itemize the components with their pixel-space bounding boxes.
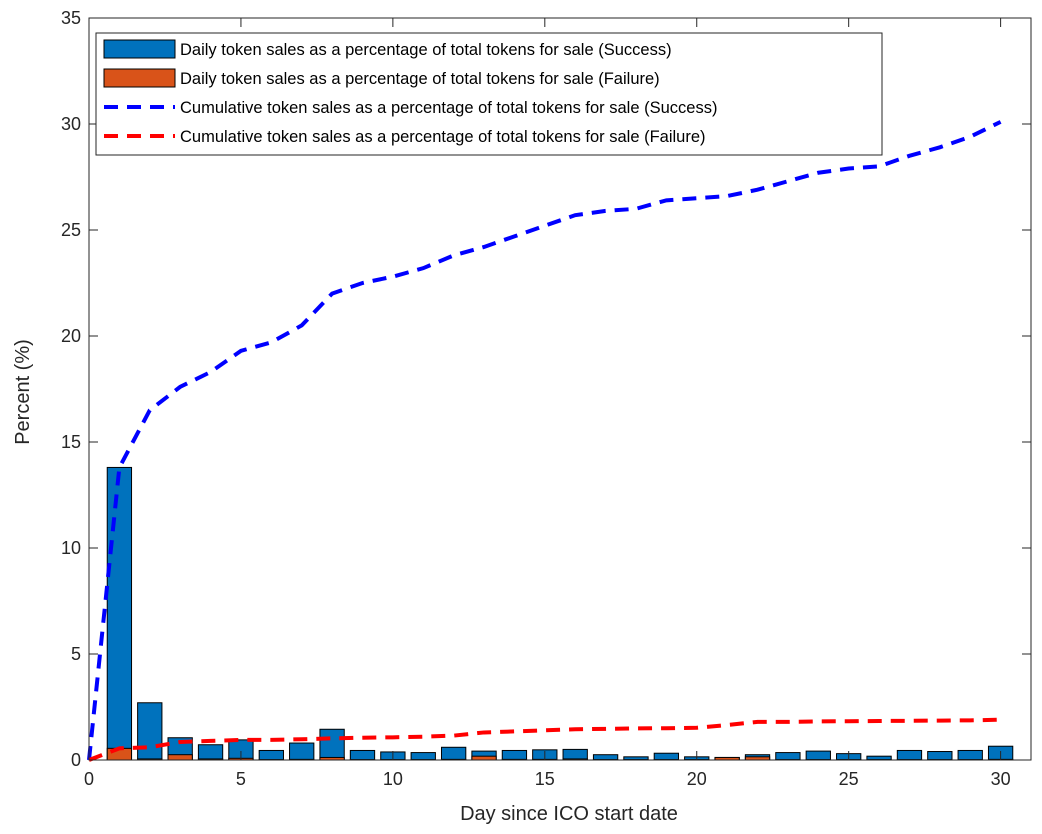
x-tick-label: 10 bbox=[383, 769, 403, 789]
legend-swatch bbox=[103, 68, 176, 88]
bar-success-day-4 bbox=[197, 744, 224, 761]
y-tick-label: 25 bbox=[61, 220, 81, 240]
x-axis-label: Day since ICO start date bbox=[460, 803, 678, 825]
y-tick-label: 35 bbox=[61, 8, 81, 28]
legend-item-failure-bars: Daily token sales as a percentage of tot… bbox=[180, 70, 660, 88]
bar-success-day-23 bbox=[775, 752, 801, 761]
lines-layer bbox=[87, 120, 1002, 762]
x-tick-label: 15 bbox=[535, 769, 555, 789]
x-tick-label: 25 bbox=[839, 769, 859, 789]
cumulative-success-line bbox=[87, 120, 1002, 761]
bar-success-day-28 bbox=[927, 751, 953, 761]
bar-success-day-2 bbox=[137, 702, 163, 761]
plot-area-frame bbox=[88, 17, 1032, 761]
x-tick-label: 0 bbox=[84, 769, 94, 789]
legend-item-failure-cumulative: Cumulative token sales as a percentage o… bbox=[180, 128, 706, 146]
legend-swatch bbox=[103, 39, 176, 59]
axes-layer bbox=[88, 17, 1032, 761]
bar-failure-day-13 bbox=[471, 755, 497, 761]
bar-success-day-29 bbox=[957, 749, 983, 761]
y-tick-label: 10 bbox=[61, 538, 81, 558]
y-axis-label: Percent (%) bbox=[12, 339, 34, 445]
x-tick-label: 5 bbox=[236, 769, 246, 789]
x-tick-label: 30 bbox=[991, 769, 1011, 789]
bar-success-day-6 bbox=[258, 749, 284, 761]
legend: Daily token sales as a percentage of tot… bbox=[95, 32, 883, 156]
bar-success-day-7 bbox=[289, 742, 315, 761]
bar-success-day-14 bbox=[501, 749, 528, 761]
y-tick-label: 5 bbox=[71, 644, 81, 664]
y-tick-label: 20 bbox=[61, 326, 81, 346]
legend-item-success-cumulative: Cumulative token sales as a percentage o… bbox=[180, 99, 717, 117]
legend-box bbox=[95, 32, 883, 156]
cumulative-failure-line bbox=[88, 717, 1001, 762]
bar-success-day-24 bbox=[805, 750, 831, 761]
x-tick-label: 20 bbox=[687, 769, 707, 789]
bar-success-day-12 bbox=[440, 746, 467, 761]
y-tick-label: 0 bbox=[71, 750, 81, 770]
bar-success-day-9 bbox=[349, 749, 376, 761]
bar-success-day-16 bbox=[562, 748, 588, 761]
y-tick-label: 15 bbox=[61, 432, 81, 452]
bar-success-day-19 bbox=[653, 752, 680, 761]
bar-success-day-27 bbox=[896, 749, 923, 761]
bar-success-day-1 bbox=[106, 466, 133, 761]
bar-failure-day-3 bbox=[167, 754, 193, 761]
ticks-layer: 0 5 10 15 20 25 30 0 5 10 15 20 25 30 35 bbox=[61, 8, 1031, 789]
bars-layer bbox=[106, 466, 1014, 761]
legend-item-success-bars: Daily token sales as a percentage of tot… bbox=[180, 41, 672, 59]
bar-success-day-11 bbox=[410, 752, 436, 761]
bar-success-day-8 bbox=[319, 728, 345, 761]
y-tick-label: 30 bbox=[61, 114, 81, 134]
